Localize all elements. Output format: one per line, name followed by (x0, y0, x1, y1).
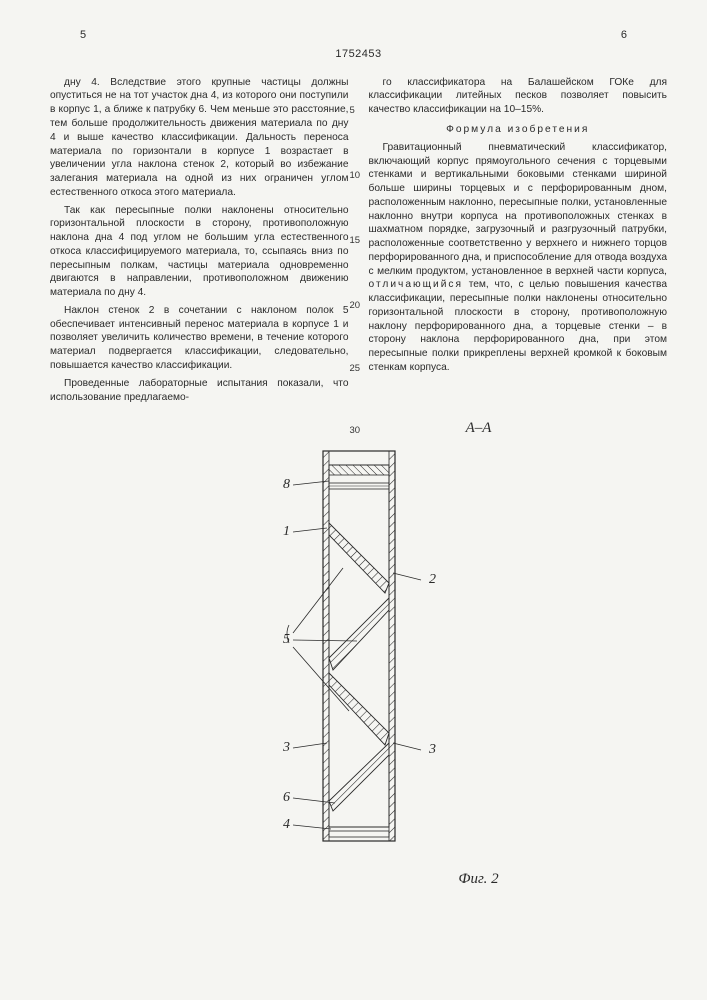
line-marker: 25 (350, 364, 361, 374)
svg-text:3: 3 (428, 742, 436, 757)
paragraph: Проведенные лабораторные испытания показ… (50, 377, 349, 405)
line-marker: 20 (350, 301, 361, 311)
paragraph: го классификатора на Балашейском ГОКе дл… (369, 76, 668, 117)
page-container: 5 6 1752453 51015202530 дну 4. Вследстви… (0, 0, 707, 909)
paragraph: Так как пересыпные полки наклонены относ… (50, 204, 349, 300)
right-column: го классификатора на Балашейском ГОКе дл… (369, 76, 668, 409)
svg-text:6: 6 (283, 790, 290, 805)
paragraph: Наклон стенок 2 в сочетании с наклоном п… (50, 304, 349, 373)
page-number-left: 5 (80, 28, 86, 43)
page-number-right: 6 (621, 28, 627, 43)
svg-text:5: 5 (283, 632, 290, 647)
left-column: дну 4. Вследствие этого крупные частицы … (50, 76, 349, 409)
claim-paragraph: Гравитационный пневматический классифика… (369, 141, 668, 375)
svg-text:4: 4 (283, 817, 290, 832)
line-marker: 15 (350, 236, 361, 246)
figure-area: А–А 81536423 Фиг. 2 (50, 418, 667, 889)
line-marker: 5 (350, 106, 355, 116)
line-marker: 10 (350, 171, 361, 181)
figure-caption: Фиг. 2 (290, 869, 667, 889)
figure-svg: 8 1 5 3 6 4 2 3 (271, 433, 446, 873)
svg-text:2: 2 (429, 572, 436, 587)
page-numbers-row: 5 6 (50, 28, 667, 43)
svg-text:8: 8 (283, 477, 290, 492)
svg-text:3: 3 (282, 740, 290, 755)
formula-title: Формула изобретения (369, 123, 668, 137)
svg-text:1: 1 (283, 524, 290, 539)
paragraph: дну 4. Вследствие этого крупные частицы … (50, 76, 349, 200)
patent-number: 1752453 (50, 47, 667, 62)
